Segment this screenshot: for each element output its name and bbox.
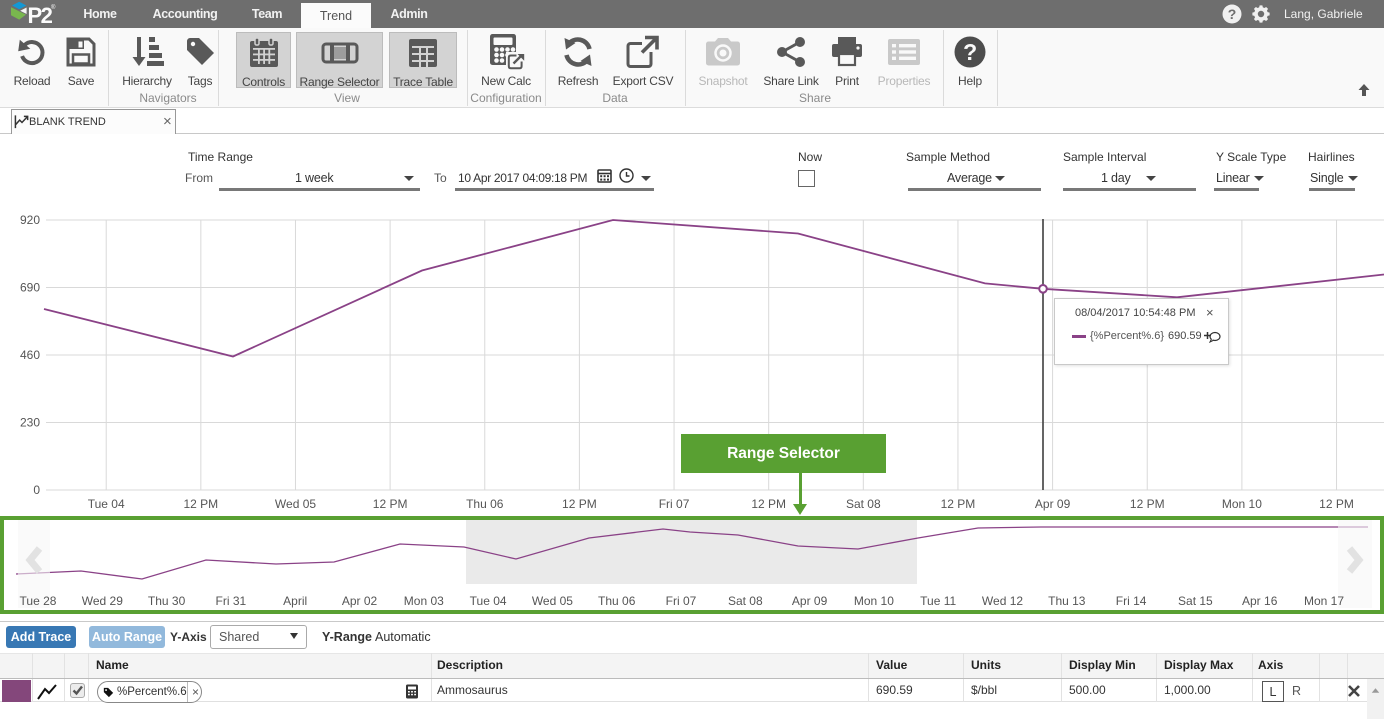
svg-text:Mon 10: Mon 10	[1222, 497, 1262, 511]
svg-text:Sat 08: Sat 08	[846, 497, 881, 511]
svg-text:®: ®	[51, 4, 56, 11]
svg-text:12 PM: 12 PM	[183, 497, 218, 511]
svg-text:12 PM: 12 PM	[1319, 497, 1354, 511]
svg-text:230: 230	[20, 416, 40, 430]
svg-text:690: 690	[20, 281, 40, 295]
svg-text:?: ?	[1228, 6, 1237, 22]
svg-text:Thu 06: Thu 06	[466, 497, 504, 511]
svg-text:12 PM: 12 PM	[562, 497, 597, 511]
svg-text:Fri 07: Fri 07	[659, 497, 690, 511]
svg-text:?: ?	[963, 39, 977, 65]
svg-text:Tue 04: Tue 04	[88, 497, 125, 511]
svg-text:0: 0	[33, 483, 40, 497]
svg-text:12 PM: 12 PM	[751, 497, 786, 511]
svg-text:Wed 05: Wed 05	[275, 497, 316, 511]
svg-text:12 PM: 12 PM	[941, 497, 976, 511]
svg-text:920: 920	[20, 213, 40, 227]
svg-text:P2: P2	[28, 3, 53, 28]
svg-text:12 PM: 12 PM	[1130, 497, 1165, 511]
svg-text:Apr 09: Apr 09	[1035, 497, 1071, 511]
svg-text:460: 460	[20, 348, 40, 362]
svg-text:12 PM: 12 PM	[373, 497, 408, 511]
